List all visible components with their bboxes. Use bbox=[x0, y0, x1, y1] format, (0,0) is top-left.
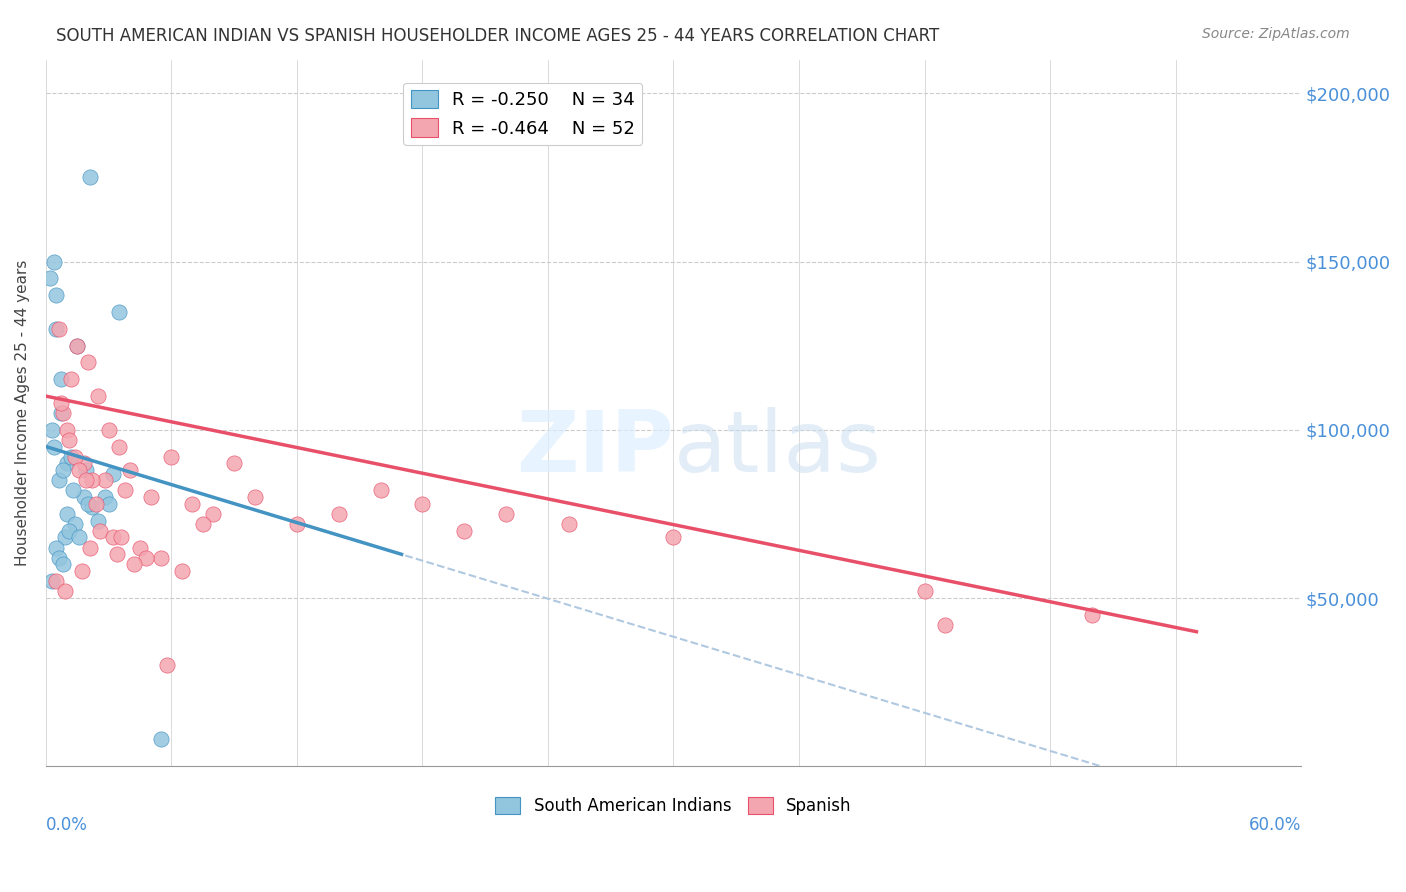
Point bbox=[170, 564, 193, 578]
Text: 60.0%: 60.0% bbox=[1249, 816, 1301, 834]
Point bbox=[65, 450, 87, 464]
Point bbox=[58, 524, 80, 538]
Point bbox=[118, 463, 141, 477]
Text: Source: ZipAtlas.com: Source: ZipAtlas.com bbox=[1202, 27, 1350, 41]
Point bbox=[45, 574, 67, 589]
Point bbox=[72, 457, 94, 471]
Point bbox=[66, 339, 89, 353]
Point bbox=[93, 473, 115, 487]
Point bbox=[69, 531, 91, 545]
Text: ZIP: ZIP bbox=[516, 407, 673, 490]
Point bbox=[56, 457, 79, 471]
Point bbox=[48, 550, 70, 565]
Point bbox=[495, 507, 517, 521]
Point bbox=[285, 516, 308, 531]
Point bbox=[97, 423, 120, 437]
Point bbox=[662, 531, 685, 545]
Point bbox=[60, 450, 83, 464]
Point bbox=[62, 483, 84, 498]
Point bbox=[105, 547, 128, 561]
Point bbox=[87, 389, 110, 403]
Text: SOUTH AMERICAN INDIAN VS SPANISH HOUSEHOLDER INCOME AGES 25 - 44 YEARS CORRELATI: SOUTH AMERICAN INDIAN VS SPANISH HOUSEHO… bbox=[56, 27, 939, 45]
Legend: South American Indians, Spanish: South American Indians, Spanish bbox=[489, 790, 859, 822]
Point bbox=[72, 490, 94, 504]
Point bbox=[79, 170, 101, 185]
Point bbox=[328, 507, 350, 521]
Point bbox=[84, 497, 107, 511]
Point bbox=[243, 490, 266, 504]
Point bbox=[53, 531, 76, 545]
Point bbox=[97, 497, 120, 511]
Point bbox=[139, 490, 162, 504]
Point bbox=[135, 550, 157, 565]
Point bbox=[914, 584, 936, 599]
Point bbox=[52, 406, 75, 420]
Point bbox=[87, 514, 110, 528]
Point bbox=[101, 467, 124, 481]
Point bbox=[156, 658, 179, 673]
Point bbox=[114, 483, 136, 498]
Point bbox=[370, 483, 392, 498]
Point bbox=[76, 497, 98, 511]
Point bbox=[49, 406, 72, 420]
Point bbox=[48, 322, 70, 336]
Point bbox=[191, 516, 214, 531]
Point bbox=[41, 574, 63, 589]
Point bbox=[202, 507, 225, 521]
Point bbox=[60, 372, 83, 386]
Point bbox=[89, 524, 111, 538]
Point bbox=[1081, 607, 1104, 622]
Point bbox=[411, 497, 433, 511]
Point bbox=[108, 440, 131, 454]
Point bbox=[80, 500, 103, 515]
Point bbox=[79, 541, 101, 555]
Point bbox=[75, 473, 97, 487]
Point bbox=[453, 524, 475, 538]
Point bbox=[45, 541, 67, 555]
Point bbox=[80, 473, 103, 487]
Point bbox=[66, 339, 89, 353]
Point bbox=[181, 497, 204, 511]
Point bbox=[48, 473, 70, 487]
Point bbox=[39, 271, 62, 285]
Point bbox=[101, 531, 124, 545]
Point bbox=[65, 516, 87, 531]
Point bbox=[49, 372, 72, 386]
Point bbox=[44, 440, 66, 454]
Text: atlas: atlas bbox=[673, 407, 882, 490]
Point bbox=[76, 355, 98, 369]
Point bbox=[160, 450, 183, 464]
Text: 0.0%: 0.0% bbox=[46, 816, 87, 834]
Point bbox=[56, 507, 79, 521]
Point bbox=[70, 564, 93, 578]
Point bbox=[224, 457, 246, 471]
Point bbox=[150, 550, 173, 565]
Point bbox=[108, 305, 131, 319]
Point bbox=[56, 423, 79, 437]
Point bbox=[53, 584, 76, 599]
Point bbox=[44, 254, 66, 268]
Point bbox=[58, 433, 80, 447]
Point bbox=[75, 463, 97, 477]
Point bbox=[558, 516, 581, 531]
Point bbox=[45, 322, 67, 336]
Point bbox=[41, 423, 63, 437]
Point bbox=[122, 558, 145, 572]
Point bbox=[49, 396, 72, 410]
Point bbox=[150, 732, 173, 747]
Point bbox=[93, 490, 115, 504]
Point bbox=[129, 541, 152, 555]
Point bbox=[45, 288, 67, 302]
Point bbox=[69, 463, 91, 477]
Point bbox=[52, 463, 75, 477]
Point bbox=[52, 558, 75, 572]
Point bbox=[934, 618, 956, 632]
Point bbox=[110, 531, 132, 545]
Y-axis label: Householder Income Ages 25 - 44 years: Householder Income Ages 25 - 44 years bbox=[15, 260, 30, 566]
